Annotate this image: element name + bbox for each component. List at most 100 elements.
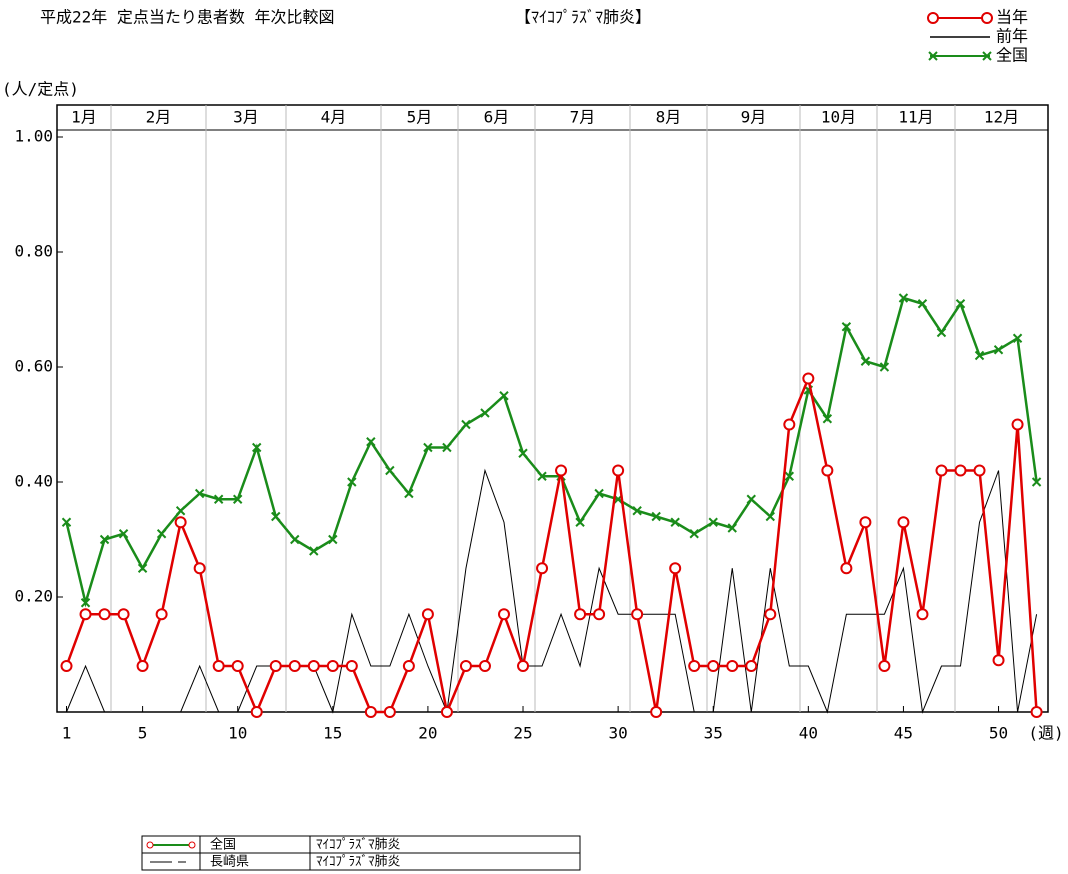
point (993, 345, 1004, 355)
point (537, 471, 547, 481)
point (765, 511, 775, 522)
point (784, 471, 795, 481)
point (423, 442, 433, 453)
point (461, 419, 471, 430)
point (916, 608, 929, 621)
month-label: 10月 (821, 108, 856, 127)
point (326, 660, 339, 672)
point (383, 706, 396, 718)
x-tick-label: 45 (894, 724, 913, 743)
month-label: 12月 (984, 108, 1019, 127)
table-cell: 長崎県 (210, 855, 249, 870)
point (670, 517, 680, 527)
point (442, 442, 452, 453)
point (497, 608, 510, 621)
point (328, 534, 338, 545)
point (745, 660, 758, 672)
point (98, 608, 111, 621)
point (212, 660, 225, 672)
point (841, 322, 852, 332)
legend-marker (927, 12, 939, 24)
month-label: 4月 (321, 108, 347, 127)
point (364, 706, 377, 718)
point (60, 660, 73, 672)
point (1030, 706, 1043, 718)
point (955, 299, 966, 309)
point (174, 516, 187, 529)
point (746, 494, 756, 504)
point (155, 608, 168, 621)
x-tick-label: 20 (418, 724, 437, 743)
legend-marker (981, 12, 993, 24)
month-label: 5月 (407, 108, 433, 127)
point (1011, 418, 1024, 431)
point (440, 706, 453, 718)
point (593, 608, 606, 621)
point (250, 706, 263, 718)
x-tick-label: 40 (799, 724, 818, 743)
point (518, 448, 528, 458)
point (594, 488, 604, 499)
legend-label: 全国 (996, 46, 1028, 65)
point (1031, 477, 1042, 487)
point (79, 608, 92, 621)
month-label: 11月 (898, 108, 933, 127)
point (574, 608, 587, 621)
x-tick-label: 25 (513, 724, 532, 743)
legend-marker (982, 51, 992, 61)
legend-label: 前年 (996, 27, 1028, 46)
point (802, 372, 815, 385)
point (783, 418, 796, 431)
point (555, 464, 568, 477)
month-label: 8月 (656, 108, 682, 127)
point (61, 517, 72, 527)
table-swatch (146, 841, 154, 849)
legend-label: 当年 (996, 8, 1028, 27)
point (708, 517, 718, 527)
x-tick-label: 5 (138, 724, 148, 743)
point (499, 391, 509, 401)
point (897, 516, 910, 529)
point (271, 511, 281, 522)
x-tick-label: 50 (989, 724, 1008, 743)
series-line (65, 296, 1038, 608)
x-tick-label: 1 (62, 724, 72, 743)
point (879, 362, 890, 372)
point (688, 660, 701, 672)
month-label: 1月 (71, 108, 97, 127)
point (878, 660, 891, 672)
point (669, 562, 682, 575)
x-tick-label: 15 (323, 724, 342, 743)
point (309, 546, 319, 556)
x-tick-label: 35 (704, 724, 723, 743)
y-tick-label: 0.80 (14, 242, 53, 261)
point (973, 464, 986, 477)
series-line (65, 374, 1038, 717)
table-swatch (188, 841, 196, 849)
point (632, 506, 642, 516)
legend-table: 全国 ﾏｲｺﾌﾟﾗｽﾞﾏ肺炎 長崎県 ﾏｲｺﾌﾟﾗｽﾞﾏ肺炎 (141, 835, 581, 871)
point (252, 442, 262, 453)
month-label: 9月 (741, 108, 767, 127)
point (307, 660, 320, 672)
point (689, 529, 699, 539)
point (822, 414, 833, 424)
legend-marker (928, 51, 938, 61)
point (517, 660, 530, 672)
point (385, 465, 395, 476)
point (478, 660, 491, 672)
point (707, 660, 720, 672)
table-cell: ﾏｲｺﾌﾟﾗｽﾞﾏ肺炎 (316, 855, 401, 870)
chart-subtitle: 【ﾏｲｺﾌﾟﾗｽﾞﾏ肺炎】 (515, 8, 651, 27)
point (935, 464, 948, 477)
point (898, 293, 909, 303)
point (650, 706, 663, 718)
month-label: 7月 (570, 108, 596, 127)
month-label: 2月 (146, 108, 172, 127)
point (840, 562, 853, 575)
point (232, 494, 243, 504)
point (347, 477, 357, 487)
point (117, 608, 130, 621)
point (404, 488, 414, 499)
point (288, 660, 301, 672)
